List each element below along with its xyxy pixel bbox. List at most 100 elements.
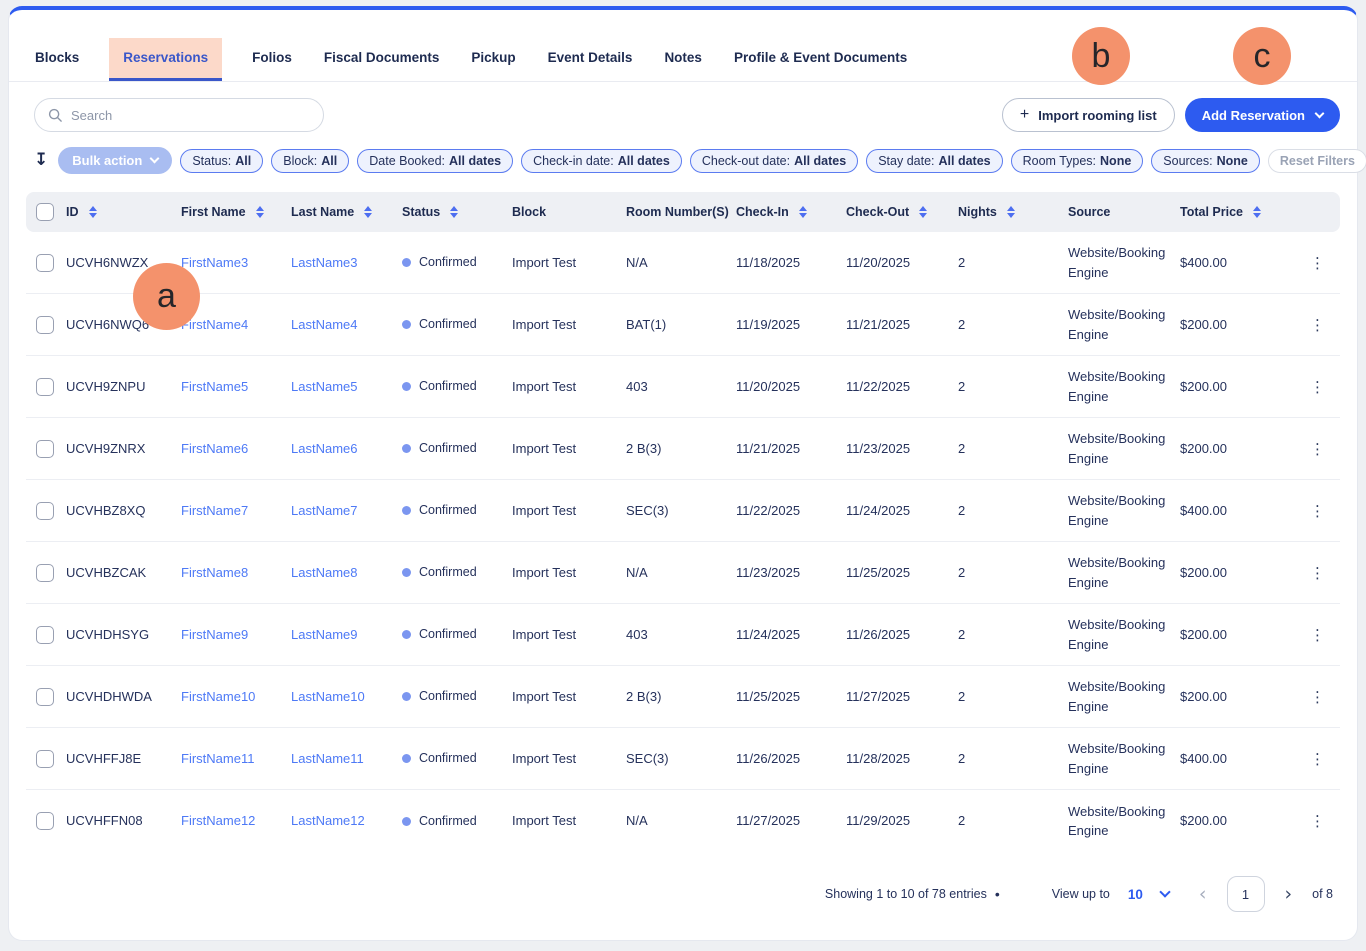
tab-pickup[interactable]: Pickup xyxy=(469,38,517,81)
row-checkbox[interactable] xyxy=(36,439,54,458)
status-cell: Confirmed xyxy=(402,501,512,520)
select-all-checkbox[interactable] xyxy=(36,203,54,221)
last-name-link[interactable]: LastName7 xyxy=(291,502,358,518)
filter-chip[interactable]: Block: All xyxy=(271,148,350,173)
sort-icon[interactable] xyxy=(1006,206,1015,218)
row-checkbox[interactable] xyxy=(36,749,54,768)
room-number-cell: 2 B(3) xyxy=(626,688,662,704)
tab-event-details[interactable]: Event Details xyxy=(546,38,635,81)
first-name-link[interactable]: FirstName6 xyxy=(181,440,249,456)
filter-chip[interactable]: Room Types: None xyxy=(1010,148,1144,173)
check-out-cell: 11/22/2025 xyxy=(846,378,911,394)
last-name-link[interactable]: LastName11 xyxy=(291,750,364,766)
filter-chip[interactable]: Sources: None xyxy=(1151,148,1260,173)
current-page-box[interactable]: 1 xyxy=(1226,876,1265,912)
total-price-cell: $400.00 xyxy=(1180,502,1227,518)
id-cell: UCVHDHSYG xyxy=(66,626,150,642)
sort-icon[interactable] xyxy=(798,206,807,218)
sort-icon[interactable] xyxy=(450,206,459,218)
chevron-down-icon[interactable] xyxy=(1159,885,1171,898)
tab-profile-event-documents[interactable]: Profile & Event Documents xyxy=(732,38,909,81)
row-checkbox[interactable] xyxy=(36,625,54,644)
sort-icon[interactable] xyxy=(88,206,97,218)
first-name-link[interactable]: FirstName10 xyxy=(181,688,256,704)
tab-blocks[interactable]: Blocks xyxy=(33,38,81,81)
filter-chip[interactable]: Check-in date: All dates xyxy=(521,148,682,173)
row-kebab-menu-icon[interactable]: ⋮ xyxy=(1310,377,1326,396)
last-name-link[interactable]: LastName12 xyxy=(291,813,365,829)
last-name-link[interactable]: LastName5 xyxy=(291,378,358,394)
row-checkbox[interactable] xyxy=(36,812,54,830)
row-checkbox-cell xyxy=(26,625,66,644)
row-checkbox-cell xyxy=(26,812,66,830)
filter-chip[interactable]: Status: All xyxy=(180,148,264,173)
add-reservation-button[interactable]: Add Reservation xyxy=(1184,98,1340,132)
last-name-link[interactable]: LastName9 xyxy=(291,626,358,642)
row-checkbox[interactable] xyxy=(36,501,54,520)
column-header: Last Name xyxy=(291,204,402,220)
row-checkbox[interactable] xyxy=(36,563,54,582)
row-kebab-menu-icon[interactable]: ⋮ xyxy=(1310,749,1326,768)
first-name-link[interactable]: FirstName7 xyxy=(181,502,249,518)
total-price-cell: $200.00 xyxy=(1180,378,1227,394)
row-checkbox[interactable] xyxy=(36,315,54,334)
prev-page-button[interactable]: ‹ xyxy=(1198,882,1207,905)
sort-icon[interactable] xyxy=(364,206,373,218)
page-size-value[interactable]: 10 xyxy=(1127,886,1143,902)
sort-icon[interactable] xyxy=(1252,206,1261,218)
status-label: Confirmed xyxy=(419,255,477,270)
row-checkbox[interactable] xyxy=(36,253,54,272)
row-kebab-menu-icon[interactable]: ⋮ xyxy=(1310,812,1326,830)
last-name-link[interactable]: LastName4 xyxy=(291,316,358,332)
room-number-cell: 403 xyxy=(626,626,648,642)
reset-filters-button[interactable]: Reset Filters xyxy=(1267,148,1366,173)
tab-folios[interactable]: Folios xyxy=(250,38,294,81)
first-name-link[interactable]: FirstName9 xyxy=(181,626,249,642)
row-checkbox[interactable] xyxy=(36,377,54,396)
row-kebab-menu-icon[interactable]: ⋮ xyxy=(1310,253,1326,272)
tab-fiscal-documents[interactable]: Fiscal Documents xyxy=(322,38,442,81)
next-page-button[interactable]: › xyxy=(1284,882,1293,905)
row-kebab-menu-icon[interactable]: ⋮ xyxy=(1310,687,1326,706)
column-header-label: First Name xyxy=(181,204,246,219)
first-name-link[interactable]: FirstName4 xyxy=(181,316,249,332)
first-name-link[interactable]: FirstName12 xyxy=(181,813,256,829)
sort-icon[interactable] xyxy=(919,206,928,218)
first-name-link[interactable]: FirstName8 xyxy=(181,564,249,580)
row-kebab-menu-icon[interactable]: ⋮ xyxy=(1310,625,1326,644)
last-name-link[interactable]: LastName8 xyxy=(291,564,358,580)
row-kebab-menu-icon[interactable]: ⋮ xyxy=(1310,563,1326,582)
row-kebab-menu-icon[interactable]: ⋮ xyxy=(1310,501,1326,520)
row-checkbox[interactable] xyxy=(36,687,54,706)
toolbar: + Import rooming list Add Reservation xyxy=(9,82,1357,132)
filter-chip[interactable]: Check-out date: All dates xyxy=(689,148,859,173)
row-kebab-menu-icon[interactable]: ⋮ xyxy=(1310,315,1326,334)
import-rooming-list-button[interactable]: + Import rooming list xyxy=(1001,98,1175,132)
first-name-link[interactable]: FirstName3 xyxy=(181,254,249,270)
status-cell: Confirmed xyxy=(402,687,512,706)
import-rooming-list-label: Import rooming list xyxy=(1038,107,1157,123)
status-cell: Confirmed xyxy=(402,315,512,334)
download-arrow-icon[interactable]: ↧ xyxy=(34,150,49,170)
search-input[interactable] xyxy=(34,98,324,132)
row-checkbox-cell xyxy=(26,253,66,272)
first-name-link[interactable]: FirstName11 xyxy=(181,750,255,766)
tab-notes[interactable]: Notes xyxy=(662,38,704,81)
total-price-cell: $400.00 xyxy=(1180,254,1227,270)
filter-chip[interactable]: Date Booked: All dates xyxy=(357,148,514,173)
filter-chip-label: Check-in date: xyxy=(533,153,614,168)
source-cell: Website/Booking Engine xyxy=(1068,369,1166,404)
sort-icon[interactable] xyxy=(255,206,264,218)
last-name-link[interactable]: LastName10 xyxy=(291,688,365,704)
tab-reservations[interactable]: Reservations xyxy=(109,38,223,81)
filter-chip[interactable]: Stay date: All dates xyxy=(866,148,1003,173)
last-name-link[interactable]: LastName6 xyxy=(291,440,358,456)
first-name-link[interactable]: FirstName5 xyxy=(181,378,249,394)
source-cell: Website/Booking Engine xyxy=(1068,679,1166,714)
page-size-control: View up to 10 xyxy=(1052,885,1171,902)
room-number-cell: N/A xyxy=(626,564,648,580)
last-name-link[interactable]: LastName3 xyxy=(291,254,358,270)
row-kebab-menu-icon[interactable]: ⋮ xyxy=(1310,439,1326,458)
bulk-action-button[interactable]: Bulk action xyxy=(58,147,173,174)
search-field[interactable] xyxy=(71,107,310,123)
